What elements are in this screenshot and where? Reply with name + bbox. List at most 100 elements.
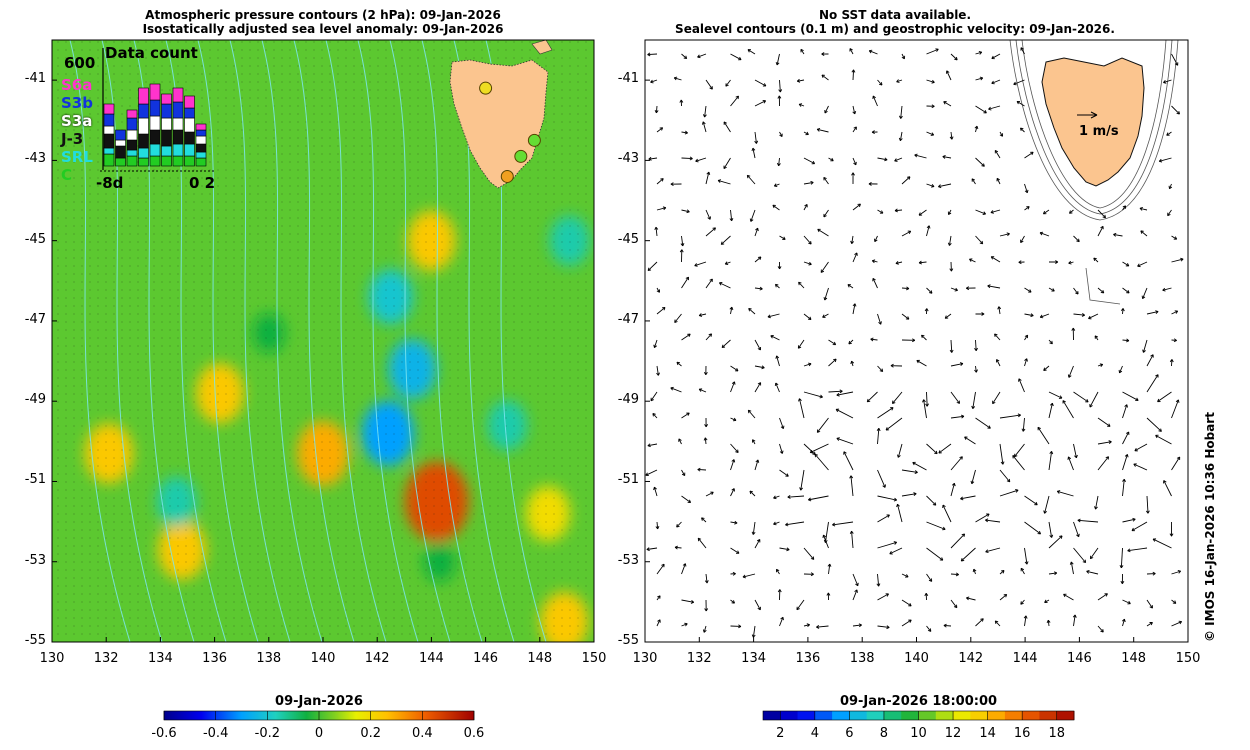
velocity-arrowhead — [981, 163, 985, 167]
velocity-arrowhead — [1024, 561, 1029, 565]
velocity-arrowhead — [709, 86, 713, 90]
velocity-vector — [772, 204, 780, 211]
velocity-vector — [1073, 391, 1089, 403]
velocity-arrowhead — [1088, 315, 1092, 320]
x-tick-label: 142 — [364, 651, 390, 666]
velocity-arrowhead — [922, 399, 926, 403]
velocity-vector — [975, 417, 991, 429]
velocity-arrowhead — [986, 513, 990, 517]
colorbar-tick-label: -0.6 — [151, 726, 177, 741]
velocity-arrowhead — [1069, 561, 1074, 565]
data-count-bar-segment — [184, 131, 195, 145]
velocity-arrowhead — [1067, 374, 1072, 378]
velocity-vector — [676, 521, 682, 528]
velocity-arrowhead — [1042, 210, 1047, 215]
velocity-arrowhead — [931, 183, 935, 188]
velocity-vector — [803, 624, 810, 627]
velocity-arrowhead — [1121, 618, 1126, 623]
velocity-vector — [1073, 614, 1076, 627]
velocity-vector — [803, 363, 812, 367]
x-tick-label: 140 — [310, 651, 336, 666]
velocity-vector — [723, 157, 731, 169]
data-count-bar-segment — [195, 157, 207, 167]
velocity-vector — [785, 521, 805, 526]
colorbar-tick-label: -0.2 — [254, 726, 281, 741]
velocity-arrowhead — [1076, 533, 1080, 538]
velocity-vector — [750, 209, 756, 222]
data-count-x-left: -8d — [96, 174, 124, 192]
velocity-arrowhead — [843, 451, 847, 455]
velocity-arrowhead — [703, 371, 708, 376]
x-tick-label: 132 — [686, 651, 712, 666]
velocity-vector — [1024, 151, 1034, 159]
velocity-arrowhead — [776, 162, 781, 167]
velocity-arrowhead — [1155, 374, 1159, 378]
velocity-arrowhead — [732, 417, 737, 422]
velocity-vector — [1097, 209, 1106, 219]
velocity-arrowhead — [938, 450, 942, 454]
velocity-arrowhead — [1013, 81, 1017, 86]
velocity-vector — [817, 128, 829, 133]
velocity-arrowhead — [1063, 593, 1067, 598]
velocity-vector — [1122, 599, 1131, 605]
velocity-arrowhead — [997, 306, 1002, 310]
velocity-vector — [901, 619, 912, 627]
velocity-arrowhead — [749, 490, 753, 495]
mission-label: SRL — [61, 148, 93, 166]
left-title-line2: Isostatically adjusted sea level anomaly… — [142, 22, 504, 36]
velocity-vector — [670, 387, 682, 393]
velocity-vector — [872, 278, 878, 289]
velocity-vector — [900, 105, 903, 119]
velocity-arrowhead — [884, 157, 888, 162]
velocity-arrowhead — [1155, 434, 1159, 439]
velocity-arrowhead — [1124, 454, 1129, 458]
velocity-vector — [926, 573, 933, 582]
velocity-vector — [901, 176, 911, 185]
velocity-arrowhead — [897, 454, 901, 458]
velocity-vector — [752, 521, 756, 535]
velocity-vector — [877, 157, 888, 161]
data-count-bar-segment — [138, 157, 149, 167]
velocity-vector — [1022, 417, 1025, 432]
velocity-arrowhead — [1093, 257, 1097, 262]
velocity-arrowhead — [823, 213, 827, 218]
velocity-arrowhead — [836, 437, 840, 441]
velocity-arrowhead — [969, 258, 973, 262]
velocity-vector — [773, 521, 780, 525]
x-tick-label: 148 — [1121, 651, 1147, 666]
velocity-arrowhead — [857, 203, 861, 208]
velocity-arrowhead — [981, 312, 985, 316]
velocity-vector — [742, 573, 756, 578]
colorbar-tick-label: 18 — [1048, 726, 1065, 741]
velocity-arrowhead — [676, 524, 680, 528]
velocity-arrowhead — [1069, 210, 1073, 214]
velocity-vector — [912, 462, 927, 471]
velocity-vector — [1171, 235, 1177, 240]
velocity-arrowhead — [1133, 463, 1137, 467]
velocity-arrowhead — [731, 600, 735, 604]
velocity-arrowhead — [697, 54, 701, 59]
velocity-vector — [752, 148, 756, 159]
colorbar-segment — [780, 711, 799, 720]
velocity-vector — [717, 179, 731, 185]
velocity-arrowhead — [759, 286, 763, 291]
velocity-vector — [1120, 547, 1123, 568]
velocity-arrowhead — [854, 589, 858, 593]
velocity-arrowhead — [704, 580, 709, 584]
velocity-vector — [1131, 521, 1148, 532]
velocity-arrowhead — [1016, 100, 1021, 105]
velocity-vector — [1073, 547, 1086, 563]
velocity-vector — [655, 227, 658, 237]
x-tick-label: 130 — [632, 651, 658, 666]
velocity-vector — [852, 589, 858, 601]
velocity-vector — [803, 235, 812, 245]
velocity-arrowhead — [809, 449, 814, 454]
velocity-vector — [1048, 521, 1053, 538]
velocity-vector — [849, 48, 854, 55]
station-marker — [500, 169, 514, 183]
velocity-arrowhead — [819, 394, 823, 399]
velocity-arrowhead — [1024, 189, 1029, 194]
velocity-arrowhead — [735, 449, 739, 454]
velocity-vector — [1037, 427, 1050, 445]
